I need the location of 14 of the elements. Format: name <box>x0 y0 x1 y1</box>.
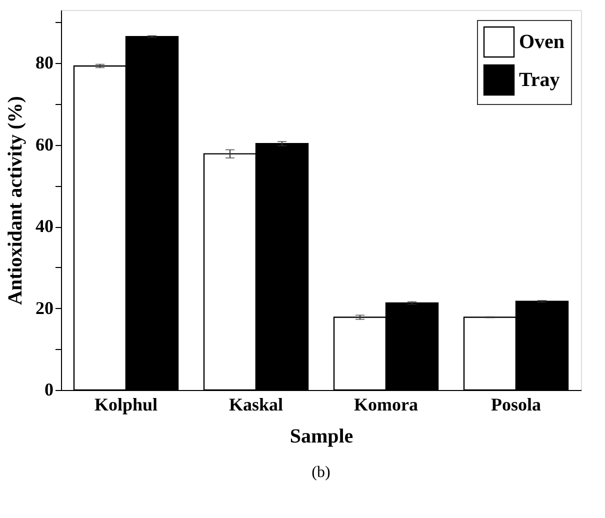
y-tick-label: 60 <box>36 134 54 154</box>
x-axis-title: Sample <box>290 426 354 448</box>
y-tick-label: 0 <box>44 380 54 400</box>
x-tick-label: Kaskal <box>228 394 284 414</box>
x-tick-label: Posola <box>490 394 542 414</box>
legend-label: Oven <box>519 31 565 53</box>
y-tick-label: 80 <box>36 52 54 73</box>
x-tick-label: Komora <box>354 394 418 414</box>
x-tick-label: Kolphul <box>94 394 158 414</box>
y-tick-label: 20 <box>36 298 54 318</box>
text: (b) <box>312 464 330 481</box>
y-axis-title: Antioxidant activity (%) <box>4 96 26 305</box>
y-tick-label: 40 <box>36 216 54 236</box>
legend-label: Tray <box>519 69 560 91</box>
